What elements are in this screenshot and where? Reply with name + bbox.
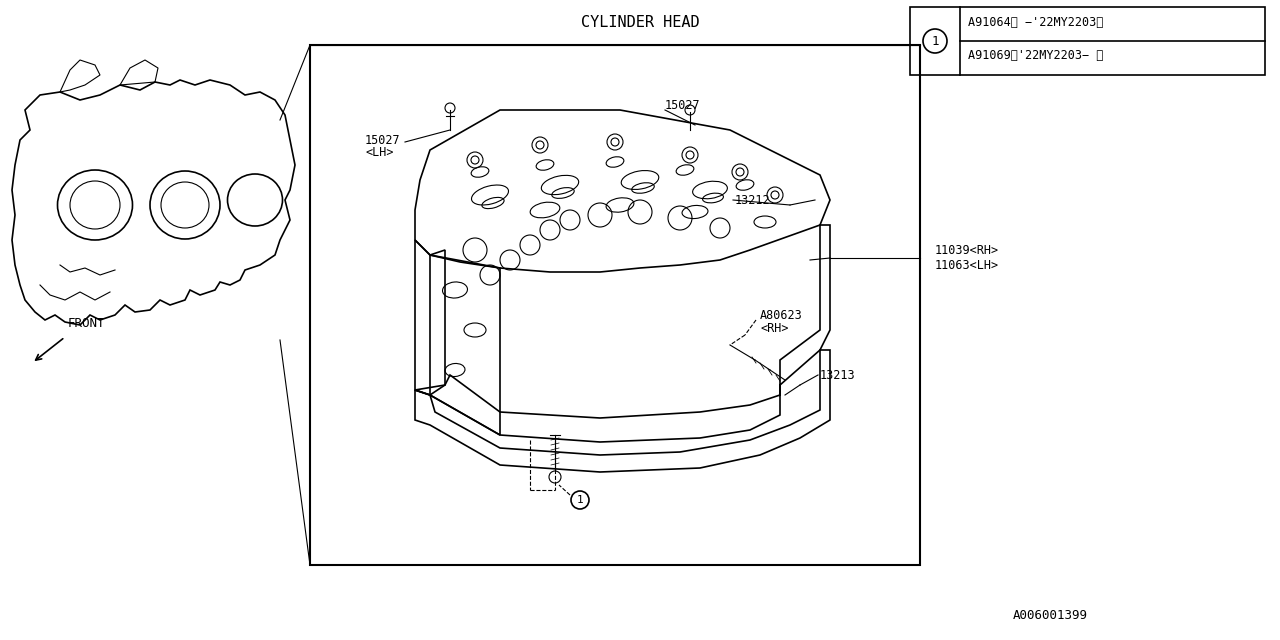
Text: 11039<RH>: 11039<RH> [934, 243, 1000, 257]
Text: 15027: 15027 [365, 134, 401, 147]
Text: <RH>: <RH> [760, 321, 788, 335]
Bar [310, 45, 920, 565]
Text: CYLINDER HEAD: CYLINDER HEAD [581, 15, 699, 30]
Text: 13212: 13212 [735, 193, 771, 207]
Text: 1: 1 [932, 35, 938, 47]
Text: A91064〈 −'22MY2203〉: A91064〈 −'22MY2203〉 [968, 16, 1103, 29]
Bar [910, 7, 1265, 75]
Text: 1: 1 [576, 495, 584, 505]
Text: A006001399: A006001399 [1012, 609, 1088, 622]
Text: <LH>: <LH> [365, 145, 393, 159]
Text: A91069〈'22MY2203− 〉: A91069〈'22MY2203− 〉 [968, 49, 1103, 63]
Text: FRONT: FRONT [68, 317, 105, 330]
Text: 13213: 13213 [820, 369, 855, 381]
Text: 15027: 15027 [666, 99, 700, 111]
Text: 11063<LH>: 11063<LH> [934, 259, 1000, 271]
Text: A80623: A80623 [760, 308, 803, 321]
